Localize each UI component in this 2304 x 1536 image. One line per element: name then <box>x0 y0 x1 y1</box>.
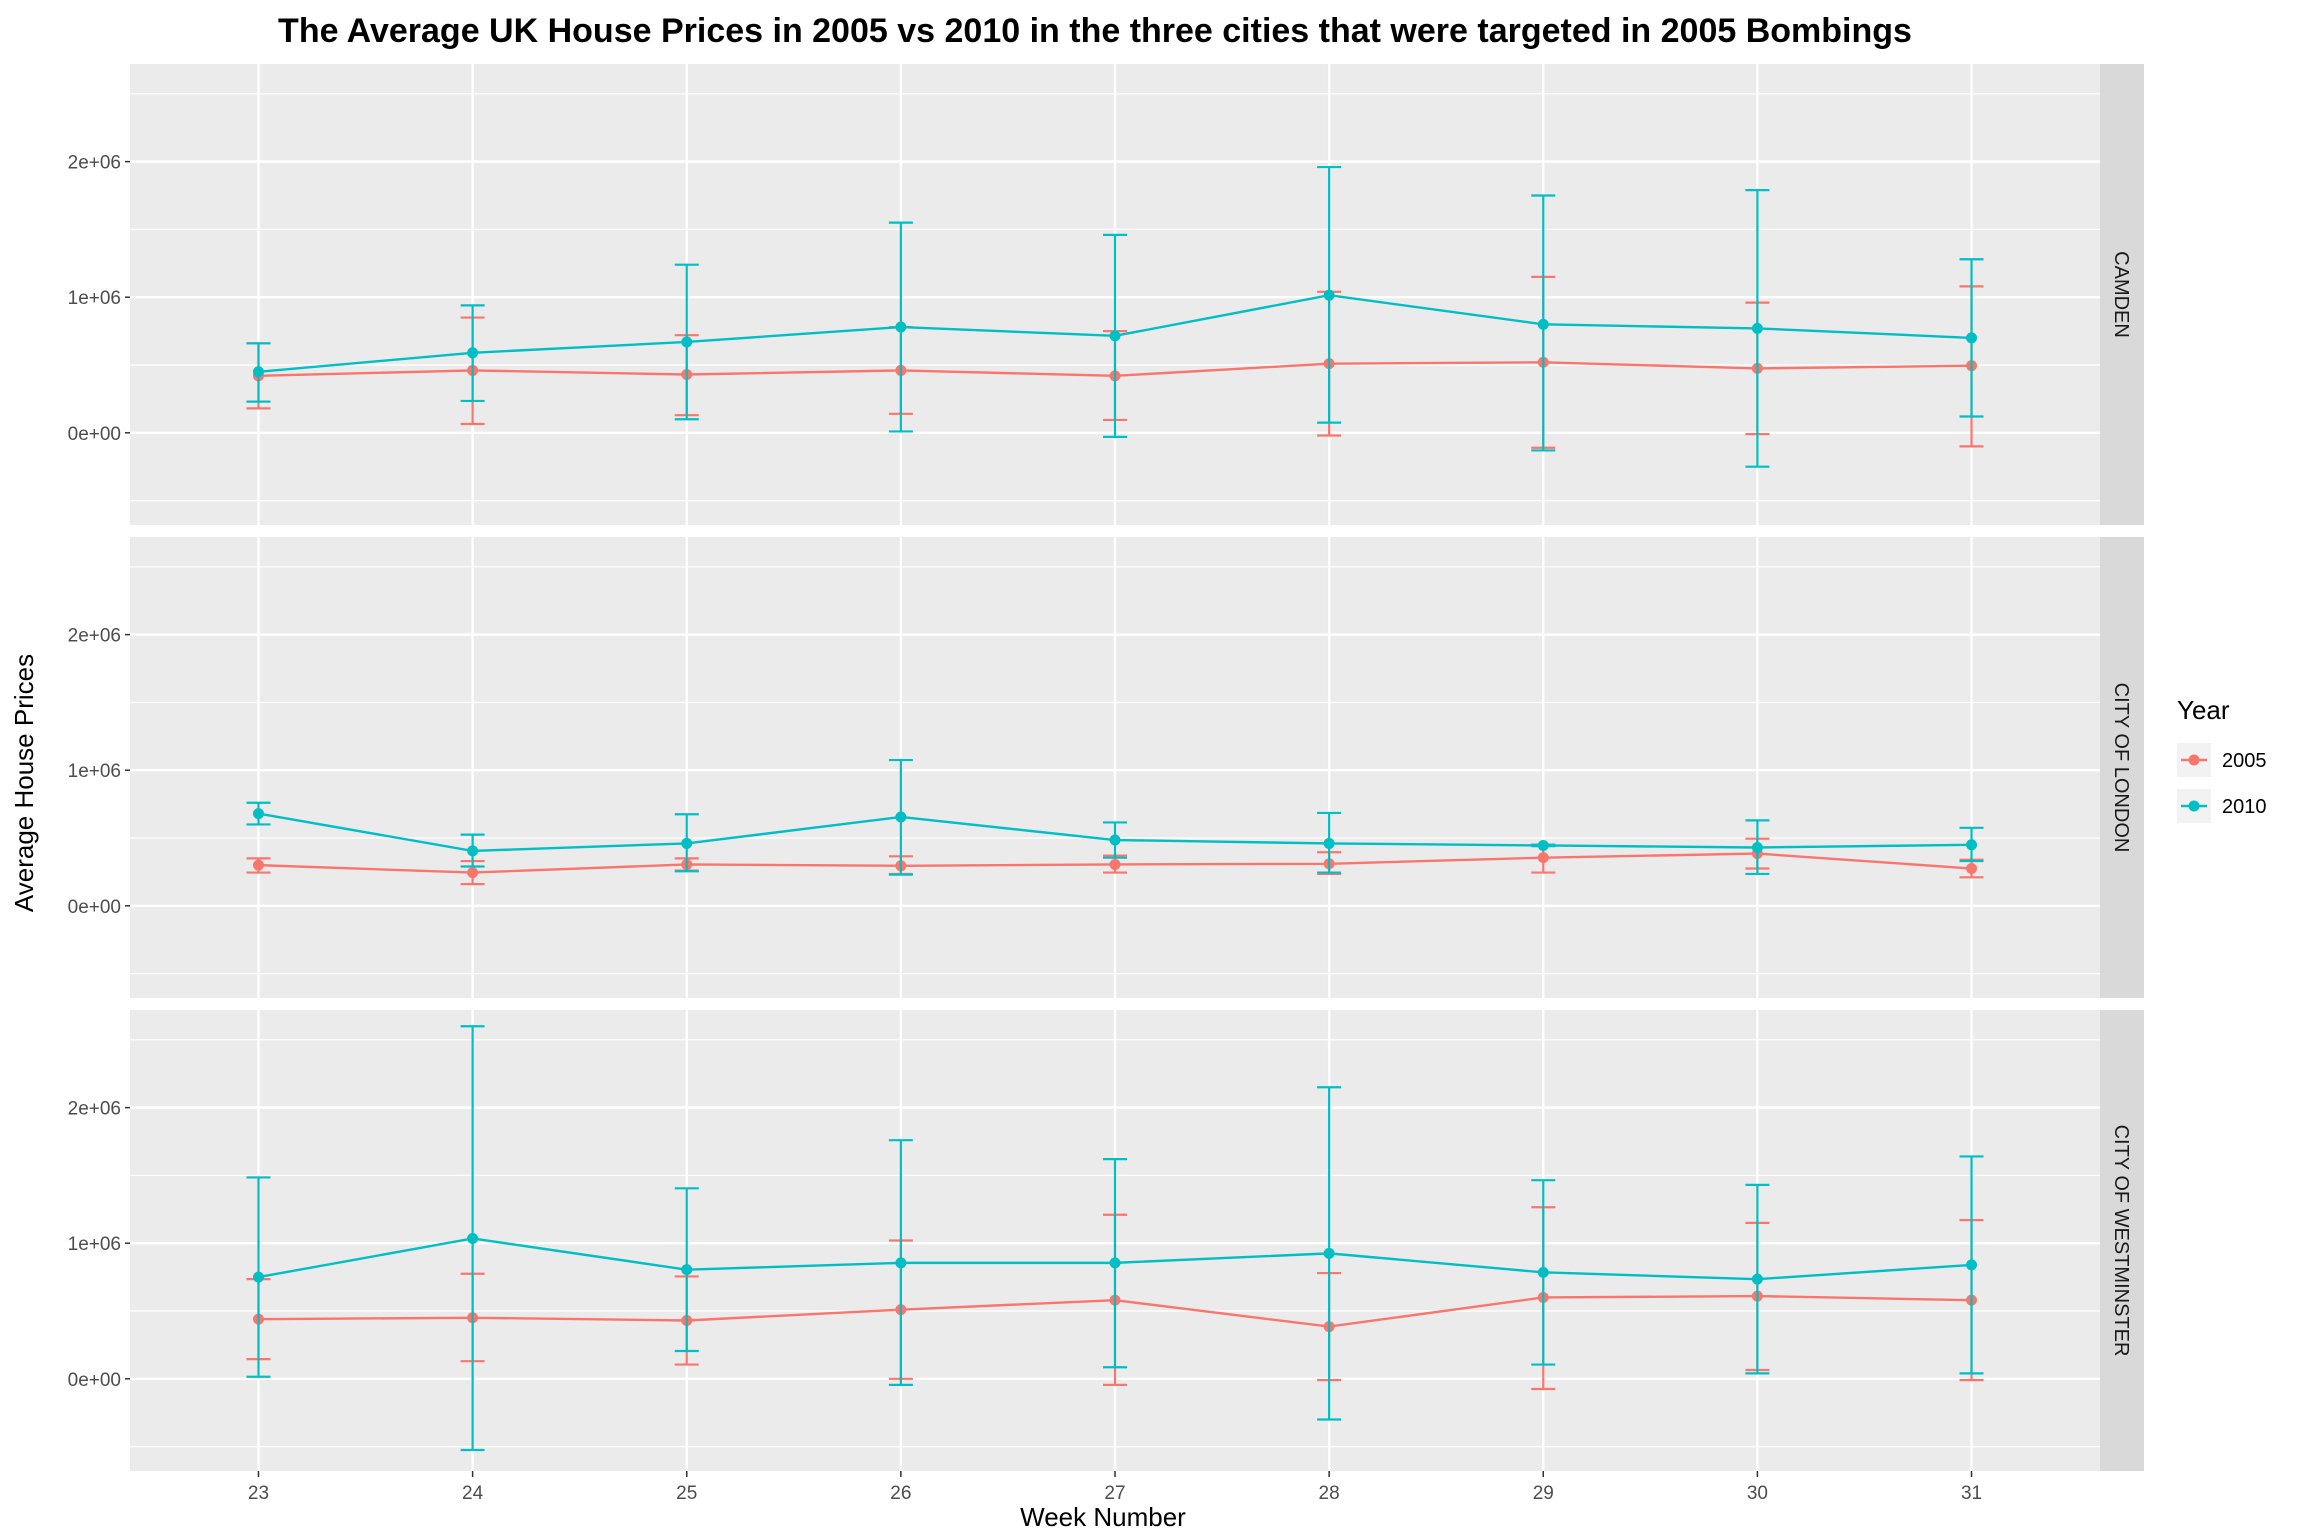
data-point <box>252 808 264 820</box>
data-point <box>1323 1247 1335 1259</box>
legend-title: Year <box>2177 695 2230 725</box>
data-point <box>1537 839 1549 851</box>
chart-title: The Average UK House Prices in 2005 vs 2… <box>278 12 1912 50</box>
facet-panel: 0e+00 1e+06 2e+06 CITY OF LONDON <box>68 537 2144 998</box>
data-point <box>467 845 479 857</box>
x-tick-label: 26 <box>890 1483 911 1504</box>
data-point <box>1751 841 1763 853</box>
facet-strip-label: CAMDEN <box>2110 251 2132 338</box>
legend-entries: 2005 2010 <box>2177 743 2267 823</box>
data-point <box>1966 1259 1978 1271</box>
data-point <box>681 837 693 849</box>
data-point <box>895 811 907 823</box>
data-point <box>1537 1266 1549 1278</box>
data-point <box>252 859 264 871</box>
x-tick-label: 25 <box>676 1483 697 1504</box>
x-tick-label: 24 <box>462 1483 484 1504</box>
x-tick-label: 23 <box>248 1483 269 1504</box>
facet-panel: 0e+00 1e+06 2e+06 CAMDEN <box>68 64 2144 525</box>
data-point <box>681 336 693 348</box>
x-axis: 23 24 25 26 27 28 29 30 31 <box>248 1471 1982 1504</box>
data-point <box>1109 858 1121 870</box>
data-point <box>1751 322 1763 334</box>
facet-panel: 0e+00 1e+06 2e+06 CITY OF WESTMINSTER <box>68 1010 2144 1471</box>
x-tick-label: 27 <box>1104 1483 1125 1504</box>
data-point <box>467 867 479 879</box>
x-tick-label: 29 <box>1533 1483 1554 1504</box>
data-point <box>681 1264 693 1276</box>
data-point <box>1323 289 1335 301</box>
y-tick-label: 0e+00 <box>68 424 121 445</box>
legend-key-point <box>2188 754 2200 766</box>
x-tick-label: 28 <box>1319 1483 1340 1504</box>
facet-panels: 0e+00 1e+06 2e+06 CAMDEN 0e+00 1e+06 2e+06 CITY… <box>68 64 2144 1504</box>
x-tick-label: 30 <box>1747 1483 1768 1504</box>
series-2010 <box>246 1025 1984 1452</box>
legend-key-2010: 2010 <box>2177 789 2267 823</box>
facet-strip-label: CITY OF LONDON <box>2110 683 2132 853</box>
y-tick-label: 2e+06 <box>68 153 121 174</box>
series-2010 <box>246 165 1984 468</box>
data-point <box>1109 834 1121 846</box>
x-axis-title: Week Number <box>1020 1502 1186 1532</box>
legend-key-point <box>2188 800 2200 812</box>
data-point <box>1537 318 1549 330</box>
series-2010 <box>246 758 1984 876</box>
y-tick-label: 1e+06 <box>68 761 121 782</box>
data-point <box>895 1257 907 1269</box>
data-point <box>1966 332 1978 344</box>
data-point <box>1109 330 1121 342</box>
legend-label: 2010 <box>2222 796 2267 818</box>
data-point <box>1966 839 1978 851</box>
data-point <box>895 321 907 333</box>
y-tick-label: 0e+00 <box>68 897 121 918</box>
y-tick-label: 2e+06 <box>68 1099 121 1120</box>
data-point <box>252 1271 264 1283</box>
x-tick-label: 31 <box>1961 1483 1982 1504</box>
data-point <box>252 366 264 378</box>
data-point <box>467 1232 479 1244</box>
facet-strip <box>2100 1010 2144 1471</box>
data-point <box>1109 1257 1121 1269</box>
facet-strip <box>2100 64 2144 525</box>
y-tick-label: 0e+00 <box>68 1370 121 1391</box>
data-point <box>1537 852 1549 864</box>
data-point <box>1751 1273 1763 1285</box>
y-tick-label: 1e+06 <box>68 1234 121 1255</box>
data-point <box>467 347 479 359</box>
y-axis-title: Average House Prices <box>9 654 39 912</box>
facet-strip <box>2100 537 2144 998</box>
legend-label: 2005 <box>2222 750 2267 772</box>
y-tick-label: 1e+06 <box>68 288 121 309</box>
y-tick-label: 2e+06 <box>68 626 121 647</box>
facet-strip-label: CITY OF WESTMINSTER <box>2110 1125 2132 1357</box>
legend: Year 2005 2010 <box>2177 695 2267 823</box>
data-point <box>1323 837 1335 849</box>
data-point <box>1966 863 1978 875</box>
legend-key-2005: 2005 <box>2177 743 2267 777</box>
